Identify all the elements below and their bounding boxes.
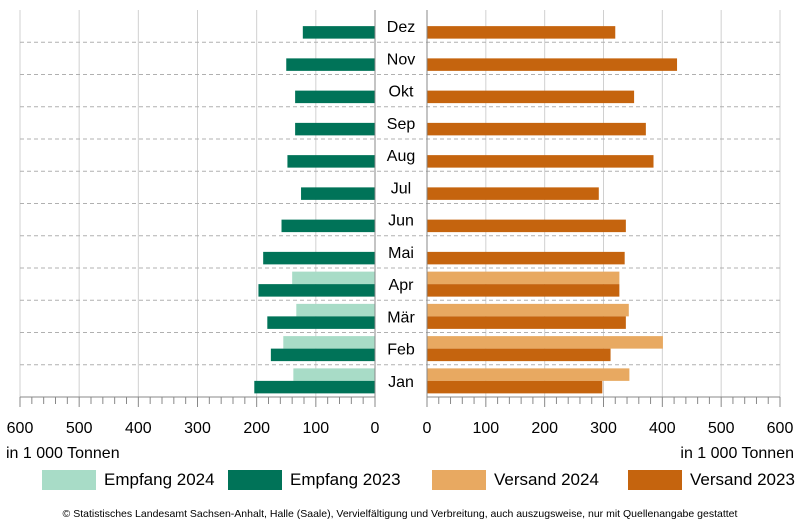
bar-versand-2023	[427, 58, 678, 71]
bar-empfang-2023	[295, 90, 375, 104]
bar-versand-2024	[427, 336, 663, 349]
bar-versand-2023	[427, 90, 635, 104]
bar-empfang-2023	[281, 219, 375, 233]
tick-label-right: 400	[649, 420, 676, 437]
tick-label-right: 200	[531, 420, 558, 437]
legend-item-empfang-2024: Empfang 2024	[42, 470, 215, 490]
bar-empfang-2023	[258, 284, 375, 297]
bar-versand-2023	[427, 380, 603, 394]
legend-label-versand-2023: Versand 2023	[690, 470, 795, 489]
tick-label-left: 300	[184, 420, 211, 437]
bar-empfang-2024	[283, 336, 375, 349]
copyright-footer: © Statistisches Landesamt Sachsen-Anhalt…	[62, 508, 738, 520]
legend-swatch-empfang-2023	[228, 470, 282, 490]
legend-item-versand-2024: Versand 2024	[432, 470, 599, 490]
tick-label-left: 500	[66, 420, 93, 437]
bar-versand-2024	[427, 271, 620, 285]
category-label: Apr	[389, 277, 415, 294]
legend-item-empfang-2023: Empfang 2023	[228, 470, 401, 490]
legend-label-versand-2024: Versand 2024	[494, 470, 599, 489]
bar-versand-2023	[427, 251, 625, 265]
legend-swatch-versand-2023	[628, 470, 682, 490]
category-label: Okt	[389, 84, 414, 101]
bar-empfang-2023	[302, 26, 375, 39]
tick-label-right: 0	[423, 420, 432, 437]
bar-versand-2023	[427, 316, 626, 329]
bar-empfang-2024	[296, 303, 375, 317]
legend-label-empfang-2024: Empfang 2024	[104, 470, 215, 489]
category-label: Aug	[387, 148, 415, 165]
x-axis-label-right: in 1 000 Tonnen	[680, 445, 794, 462]
tick-label-left: 600	[7, 420, 34, 437]
x-axis-label-left: in 1 000 Tonnen	[6, 445, 120, 462]
butterfly-bar-chart: Dez Nov Okt Sep Aug Jul Jun Mai Apr Mär Feb Jan 600 5…	[6, 10, 794, 462]
bar-versand-2023	[427, 26, 616, 39]
legend-item-versand-2023: Versand 2023	[628, 470, 795, 490]
category-label: Feb	[387, 342, 415, 359]
category-label: Dez	[387, 19, 415, 36]
bar-empfang-2023	[295, 122, 375, 136]
category-label: Jun	[388, 213, 414, 230]
category-label: Jul	[391, 180, 411, 197]
bar-empfang-2023	[270, 348, 375, 362]
bar-versand-2023	[427, 284, 620, 297]
legend-swatch-versand-2024	[432, 470, 486, 490]
tick-label-left: 0	[371, 420, 380, 437]
category-label: Nov	[387, 51, 415, 68]
bar-versand-2023	[427, 348, 611, 362]
tick-label-left: 400	[125, 420, 152, 437]
bar-versand-2023	[427, 122, 646, 136]
bar-empfang-2023	[254, 380, 375, 394]
bar-versand-2023	[427, 155, 654, 168]
bar-empfang-2023	[286, 58, 375, 71]
category-label: Sep	[387, 116, 416, 133]
tick-label-right: 100	[472, 420, 499, 437]
bar-empfang-2023	[263, 251, 375, 265]
bar-empfang-2024	[293, 368, 375, 381]
bar-empfang-2023	[287, 155, 375, 168]
category-label: Mai	[388, 245, 414, 262]
legend-label-empfang-2023: Empfang 2023	[290, 470, 401, 489]
category-label: Jan	[388, 374, 414, 391]
bar-empfang-2024	[292, 271, 375, 285]
tick-label-left: 200	[243, 420, 270, 437]
bar-empfang-2023	[301, 187, 375, 200]
legend: Empfang 2024 Empfang 2023 Versand 2024 V…	[0, 470, 800, 500]
bar-versand-2024	[427, 303, 629, 317]
tick-label-right: 600	[767, 420, 794, 437]
bar-versand-2023	[427, 219, 626, 233]
tick-label-left: 100	[302, 420, 329, 437]
tick-label-right: 500	[708, 420, 735, 437]
legend-swatch-empfang-2024	[42, 470, 96, 490]
category-label: Mär	[387, 309, 415, 326]
tick-label-right: 300	[590, 420, 617, 437]
bar-versand-2023	[427, 187, 599, 200]
bar-versand-2024	[427, 368, 630, 381]
bar-empfang-2023	[267, 316, 375, 329]
